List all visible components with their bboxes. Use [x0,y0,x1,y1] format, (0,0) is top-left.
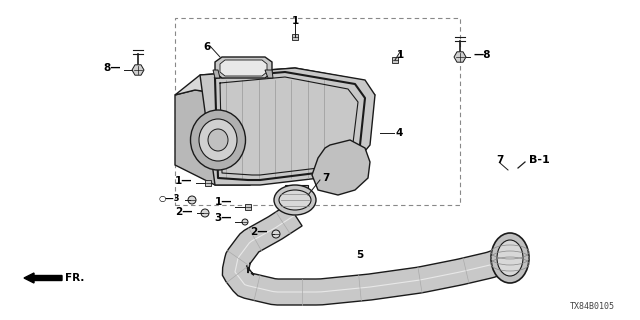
Ellipse shape [279,190,311,210]
Text: 8—: 8— [104,63,121,73]
Text: B-1: B-1 [529,155,550,165]
Polygon shape [223,204,515,305]
Polygon shape [175,90,265,185]
Polygon shape [175,68,375,110]
Text: 1: 1 [291,16,299,26]
Text: 6: 6 [204,42,211,52]
Text: —8: —8 [474,50,492,60]
Polygon shape [215,57,272,78]
Polygon shape [132,65,144,75]
Ellipse shape [497,240,523,276]
Text: 2—: 2— [250,227,268,237]
Text: 3—: 3— [214,213,232,223]
Text: 7: 7 [496,155,504,165]
Polygon shape [454,52,466,62]
Polygon shape [285,185,308,195]
Text: TX84B0105: TX84B0105 [570,302,615,311]
Polygon shape [265,70,273,78]
Circle shape [188,196,196,204]
Circle shape [272,230,280,238]
Polygon shape [312,140,370,195]
Text: 4: 4 [396,128,403,138]
Text: 1—: 1— [214,197,232,207]
Ellipse shape [208,129,228,151]
Circle shape [242,219,248,225]
Text: 1—: 1— [175,176,192,186]
Polygon shape [213,70,220,78]
FancyArrow shape [24,273,62,283]
Text: 1: 1 [396,50,404,60]
Ellipse shape [274,185,316,215]
Bar [175,18,460,205]
Ellipse shape [191,110,246,170]
Circle shape [201,209,209,217]
Ellipse shape [491,233,529,283]
Ellipse shape [199,119,237,161]
Polygon shape [220,60,267,76]
Text: 2—: 2— [175,207,193,217]
Text: 5: 5 [356,250,364,260]
Text: 7: 7 [322,173,330,183]
Text: FR.: FR. [65,273,84,283]
Text: ○—3: ○—3 [159,194,180,203]
Polygon shape [200,68,375,185]
